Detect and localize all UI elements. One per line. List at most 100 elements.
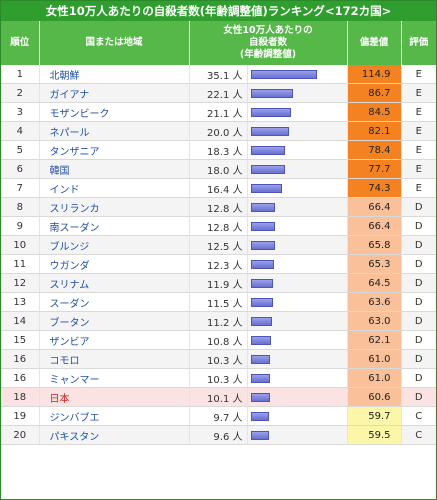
country-link[interactable]: スーダン (39, 292, 190, 312)
rate-bar (250, 69, 317, 79)
rate-bar-cell (247, 311, 348, 331)
grade-badge: E (401, 121, 436, 141)
country-link[interactable]: スリナム (39, 273, 190, 293)
ranking-title: 女性10万人あたりの自殺者数(年齢調整値)ランキング<172カ国> (1, 1, 436, 21)
table-row: 9 南スーダン 12.8 人 66.4 D (1, 216, 436, 236)
deviation-value: 84.5 (347, 102, 402, 122)
rate-bar (250, 88, 293, 98)
grade-badge: C (401, 425, 436, 445)
header-rate: 女性10万人あたりの 自殺者数 (年齢調整値) (189, 21, 348, 65)
deviation-value: 66.4 (347, 197, 402, 217)
rank-cell: 5 (1, 140, 40, 160)
table-row: 2 ガイアナ 22.1 人 86.7 E (1, 83, 436, 103)
rate-bar-cell (247, 140, 348, 160)
country-link[interactable]: コモロ (39, 349, 190, 369)
rank-cell: 3 (1, 102, 40, 122)
header-country: 国または地域 (39, 21, 190, 65)
country-link[interactable]: ザンビア (39, 330, 190, 350)
rate-bar (250, 278, 273, 288)
deviation-value: 60.6 (347, 387, 402, 407)
country-link[interactable]: ブータン (39, 311, 190, 331)
rate-bar (250, 259, 274, 269)
rank-cell: 19 (1, 406, 40, 426)
rate-bar (250, 430, 269, 440)
table-row: 6 韓国 18.0 人 77.7 E (1, 159, 436, 179)
rate-value: 9.6 人 (189, 425, 248, 445)
rate-bar-cell (247, 273, 348, 293)
country-link[interactable]: ブルンジ (39, 235, 190, 255)
table-row: 11 ウガンダ 12.3 人 65.3 D (1, 254, 436, 274)
grade-badge: D (401, 349, 436, 369)
rank-cell: 1 (1, 65, 40, 84)
rate-value: 12.3 人 (189, 254, 248, 274)
table-row: 1 北朝鮮 35.1 人 114.9 E (1, 65, 436, 84)
table-row: 18 日本 10.1 人 60.6 D (1, 387, 436, 407)
table-row: 13 スーダン 11.5 人 63.6 D (1, 292, 436, 312)
country-link[interactable]: 日本 (39, 387, 190, 407)
rank-cell: 9 (1, 216, 40, 236)
rate-value: 12.8 人 (189, 216, 248, 236)
deviation-value: 59.7 (347, 406, 402, 426)
rate-value: 35.1 人 (189, 65, 248, 84)
country-link[interactable]: インド (39, 178, 190, 198)
country-link[interactable]: モザンビーク (39, 102, 190, 122)
table-row: 8 スリランカ 12.8 人 66.4 D (1, 197, 436, 217)
grade-badge: C (401, 406, 436, 426)
grade-badge: E (401, 83, 436, 103)
country-link[interactable]: ジンバブエ (39, 406, 190, 426)
country-link[interactable]: 北朝鮮 (39, 65, 190, 84)
header-deviation: 偏差値 (347, 21, 402, 65)
deviation-value: 114.9 (347, 65, 402, 84)
rate-bar-cell (247, 235, 348, 255)
rank-cell: 11 (1, 254, 40, 274)
table-row: 3 モザンビーク 21.1 人 84.5 E (1, 102, 436, 122)
table-header-row: 順位 国または地域 女性10万人あたりの 自殺者数 (年齢調整値) 偏差値 評価 (1, 21, 436, 65)
table-row: 16 コモロ 10.3 人 61.0 D (1, 349, 436, 369)
rate-bar (250, 221, 275, 231)
rate-bar (250, 392, 270, 402)
rate-bar-cell (247, 368, 348, 388)
country-link[interactable]: ネパール (39, 121, 190, 141)
grade-badge: E (401, 140, 436, 160)
rate-bar-cell (247, 387, 348, 407)
rate-bar-cell (247, 254, 348, 274)
grade-badge: E (401, 178, 436, 198)
rank-cell: 14 (1, 311, 40, 331)
country-link[interactable]: パキスタン (39, 425, 190, 445)
deviation-value: 74.3 (347, 178, 402, 198)
rank-cell: 16 (1, 349, 40, 369)
deviation-value: 63.0 (347, 311, 402, 331)
deviation-value: 82.1 (347, 121, 402, 141)
country-link[interactable]: スリランカ (39, 197, 190, 217)
grade-badge: E (401, 159, 436, 179)
country-link[interactable]: タンザニア (39, 140, 190, 160)
country-link[interactable]: ガイアナ (39, 83, 190, 103)
table-row: 10 ブルンジ 12.5 人 65.8 D (1, 235, 436, 255)
rate-bar-cell (247, 197, 348, 217)
grade-badge: D (401, 197, 436, 217)
rank-cell: 16 (1, 368, 40, 388)
rate-bar (250, 202, 275, 212)
rate-bar (250, 145, 285, 155)
rate-bar (250, 164, 285, 174)
table-row: 5 タンザニア 18.3 人 78.4 E (1, 140, 436, 160)
rate-bar (250, 183, 282, 193)
rank-cell: 12 (1, 273, 40, 293)
country-link[interactable]: 韓国 (39, 159, 190, 179)
rate-value: 18.3 人 (189, 140, 248, 160)
rate-value: 11.9 人 (189, 273, 248, 293)
rate-bar (250, 411, 269, 421)
country-link[interactable]: 南スーダン (39, 216, 190, 236)
rate-bar (250, 107, 291, 117)
table-row: 19 ジンバブエ 9.7 人 59.7 C (1, 406, 436, 426)
deviation-value: 61.0 (347, 349, 402, 369)
rate-bar-cell (247, 178, 348, 198)
rate-bar (250, 373, 270, 383)
country-link[interactable]: ミャンマー (39, 368, 190, 388)
rank-cell: 2 (1, 83, 40, 103)
header-rank: 順位 (1, 21, 40, 65)
rate-value: 11.5 人 (189, 292, 248, 312)
grade-badge: D (401, 387, 436, 407)
country-link[interactable]: ウガンダ (39, 254, 190, 274)
